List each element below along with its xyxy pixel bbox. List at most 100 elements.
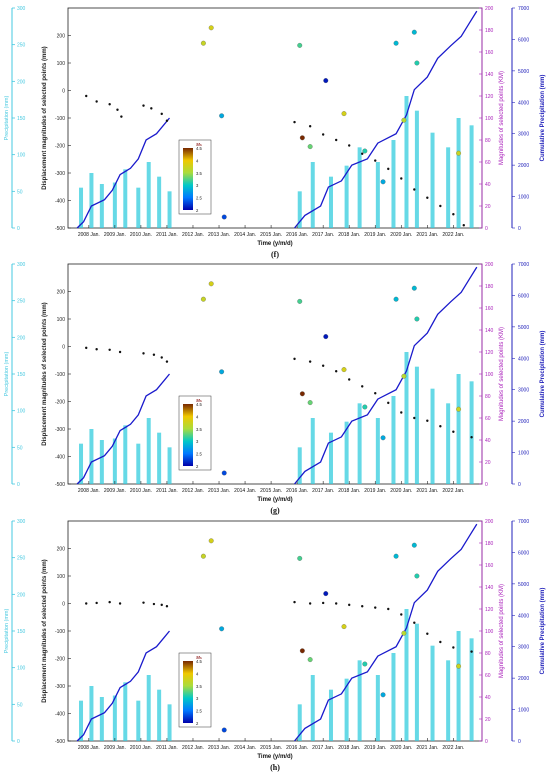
displacement-point (116, 108, 119, 111)
colorbar-title: Ms (195, 398, 202, 403)
x-tick-label: 2017 Jan. (312, 232, 334, 238)
precip-tick-label: 50 (17, 189, 23, 195)
displacement-axis-title: Displacement magnitudes of selected poin… (42, 559, 48, 702)
x-tick-label: 2009 Jan. (104, 488, 126, 494)
magnitude-tick-label: 140 (485, 72, 494, 78)
cumulative-tick-label: 3000 (518, 388, 529, 394)
precip-tick-label: 150 (17, 372, 26, 378)
magnitude-tick-label: 80 (485, 138, 491, 144)
displacement-point (348, 603, 351, 607)
displacement-point (165, 119, 169, 122)
precipitation-bar (391, 653, 396, 741)
x-tick-label: 2012 Jan. (182, 488, 204, 494)
magnitude-tick-label: 180 (485, 541, 494, 547)
cumulative-tick-label: 4000 (518, 356, 529, 362)
x-tick-label: 2016 Jan. (286, 488, 308, 494)
precipitation-bar (99, 440, 104, 484)
displacement-point (470, 650, 473, 653)
precipitation-bar (328, 176, 333, 228)
precipitation-bar (456, 631, 461, 741)
earthquake-event-point (299, 135, 305, 141)
displacement-tick-label: -500 (55, 226, 65, 232)
earthquake-event-point (208, 25, 214, 31)
displacement-point (400, 177, 403, 180)
magnitude-axis-title: Magnitudes of selected points (KM) (499, 71, 505, 165)
displacement-point (361, 605, 364, 608)
displacement-tick-label: 200 (57, 34, 66, 40)
earthquake-event-point (393, 40, 399, 46)
earthquake-event-point (307, 144, 313, 150)
displacement-point (95, 601, 98, 605)
displacement-point (308, 125, 312, 128)
precipitation-bar (430, 388, 435, 484)
displacement-point (413, 188, 416, 191)
colorbar-tick-label: 2 (196, 208, 199, 213)
colorbar-title: Ms (195, 655, 202, 660)
magnitude-tick-label: 40 (485, 182, 491, 188)
displacement-point (293, 120, 296, 124)
magnitude-tick-label: 0 (485, 482, 488, 488)
precipitation-bar (136, 700, 141, 741)
displacement-point (95, 348, 98, 351)
colorbar-tick-label: 3.5 (196, 427, 202, 432)
earthquake-event-point (299, 648, 305, 654)
displacement-point (108, 600, 111, 604)
magnitude-tick-label: 100 (485, 116, 494, 122)
displacement-point (334, 138, 338, 142)
earthquake-event-point (307, 657, 313, 663)
colorbar-tick-label: 3 (196, 183, 199, 188)
cumulative-tick-label: 5000 (518, 582, 529, 588)
displacement-tick-label: -100 (55, 116, 65, 122)
earthquake-event-point (380, 692, 386, 698)
magnitude-axis-title: Magnitudes of selected points (KM) (499, 584, 505, 678)
displacement-point (308, 602, 312, 605)
displacement-point (321, 601, 325, 605)
precipitation-bar (89, 686, 94, 741)
x-tick-label: 2020 Jan. (390, 488, 412, 494)
displacement-point (142, 352, 145, 355)
precip-tick-label: 50 (17, 445, 23, 451)
displacement-tick-label: -300 (55, 427, 65, 433)
x-tick-label: 2008 Jan. (78, 745, 100, 751)
precipitation-bar (357, 147, 362, 228)
displacement-tick-label: -200 (55, 144, 65, 150)
earthquake-event-point (219, 626, 225, 632)
earthquake-event-point (456, 663, 462, 669)
precipitation-bar (297, 704, 302, 741)
precipitation-bar (469, 381, 474, 484)
precipitation-bar (430, 132, 435, 228)
precipitation-bar (469, 125, 474, 228)
magnitude-tick-label: 0 (485, 739, 488, 745)
precipitation-bar (344, 678, 349, 741)
earthquake-event-point (411, 285, 417, 291)
precipitation-bar (146, 162, 151, 228)
cumulative-tick-label: 2000 (518, 163, 529, 169)
x-tick-label: 2013 Jan. (208, 488, 230, 494)
displacement-point (334, 602, 338, 605)
precip-tick-label: 0 (17, 226, 20, 232)
earthquake-event-point (393, 553, 399, 559)
displacement-tick-label: -400 (55, 199, 65, 205)
magnitude-tick-label: 160 (485, 50, 494, 56)
precipitation-bar (89, 173, 94, 228)
precipitation-bar (456, 118, 461, 228)
x-tick-label: 2013 Jan. (208, 745, 230, 751)
colorbar-tick-label: 4.5 (196, 659, 202, 664)
magnitude-tick-label: 60 (485, 673, 491, 679)
displacement-point (85, 94, 88, 98)
x-tick-label: 2017 Jan. (312, 488, 334, 494)
precipitation-bar (404, 609, 409, 741)
displacement-point (293, 600, 296, 604)
precipitation-bar (157, 689, 162, 741)
precipitation-bar (430, 645, 435, 741)
cumulative-axis-title: Cumulative Precipitation (mm) (540, 331, 546, 418)
precipitation-bar (79, 187, 84, 228)
cumulative-precip-line (293, 266, 478, 485)
displacement-point (152, 353, 156, 356)
precip-tick-label: 250 (17, 299, 26, 305)
colorbar-tick-label: 4 (196, 671, 199, 676)
x-tick-label: 2020 Jan. (390, 745, 412, 751)
cumulative-precip-line (76, 373, 171, 485)
x-tick-label: 2013 Jan. (208, 232, 230, 238)
precipitation-bar (167, 447, 172, 484)
